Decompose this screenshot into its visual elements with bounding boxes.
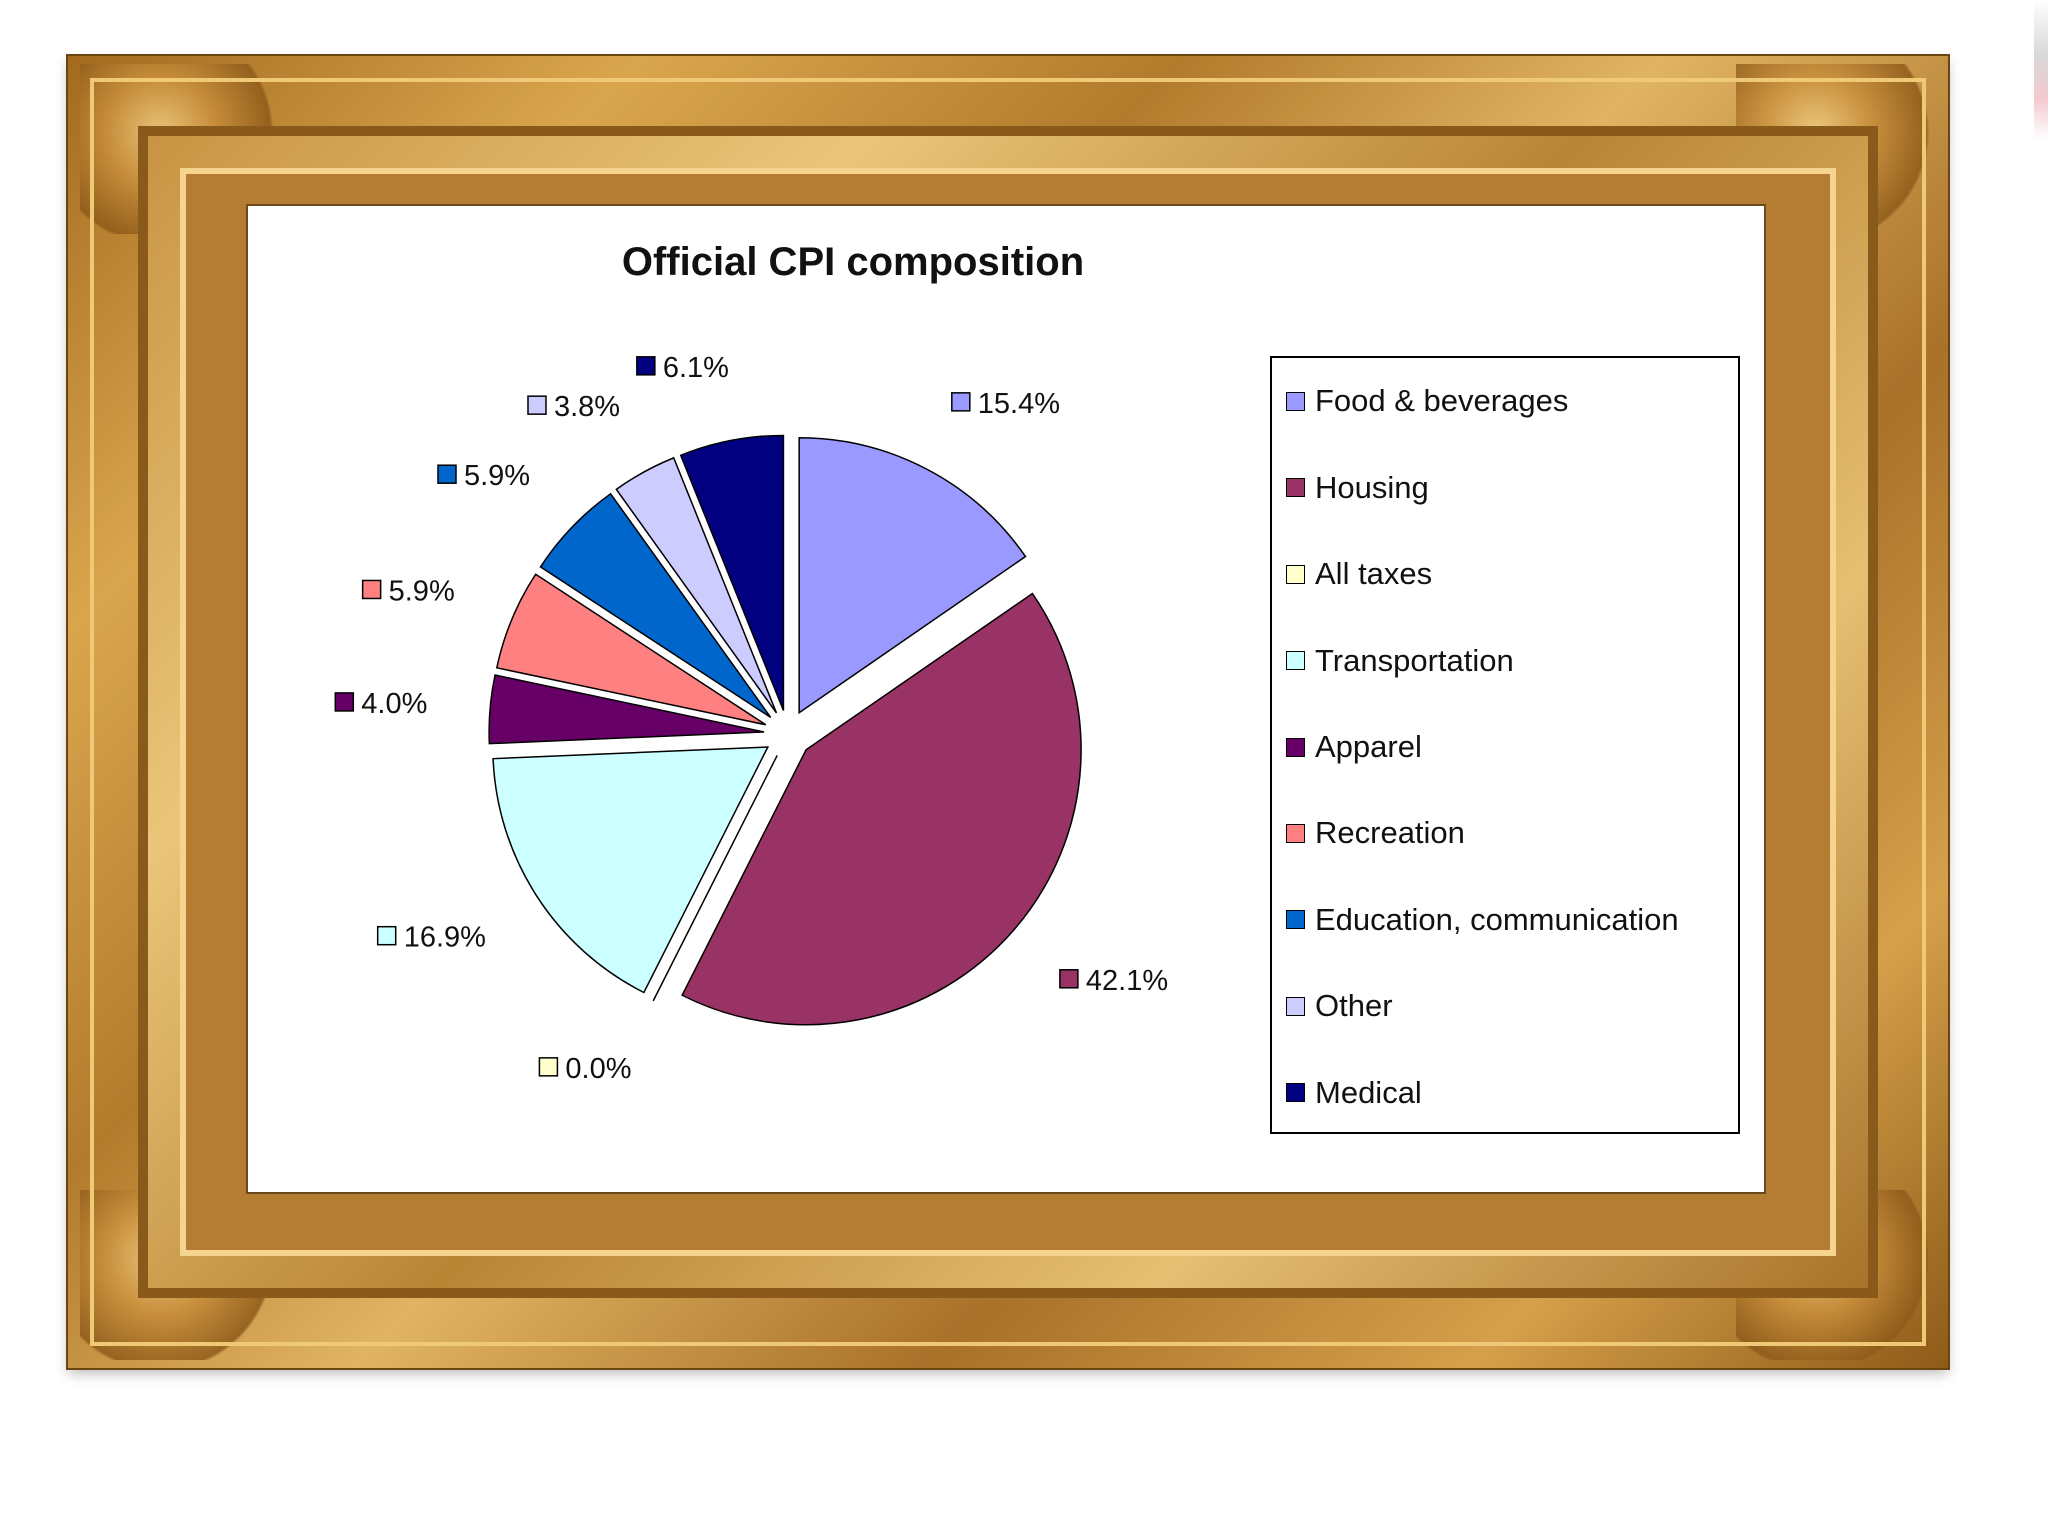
chart-canvas: Official CPI composition 15.4% 42.1% 0.0% 1… <box>246 204 1766 1194</box>
legend-swatch-other <box>1286 996 1305 1016</box>
pie-slice-shape-apparel <box>488 674 765 745</box>
data-label-text-recreation: 5.9% <box>389 575 455 607</box>
frame-outer-molding <box>90 78 1926 1346</box>
legend-swatch-housing <box>1286 478 1305 498</box>
data-label-swatch-apparel <box>334 692 355 712</box>
legend-label-housing: Housing <box>1315 469 1429 505</box>
legend-label-recreation: Recreation <box>1315 815 1465 851</box>
legend-swatch-education-communication <box>1286 910 1305 930</box>
edge-scroll-indicator <box>2034 0 2048 140</box>
legend-swatch-food-beverages <box>1286 391 1305 411</box>
data-label-text-housing: 42.1% <box>1086 965 1168 997</box>
pie-slice-shape-housing <box>681 592 1082 1026</box>
pie-slice-shape-other <box>615 456 778 714</box>
pie-slice-shape-education-communication <box>539 492 772 719</box>
pie-slice-all-taxes: 0.0% <box>538 755 778 1085</box>
chart-legend: Food & beverages Housing All taxes Transpor… <box>1270 356 1740 1134</box>
data-label-medical: 6.1% <box>636 352 729 384</box>
data-label-education-communication: 5.9% <box>437 460 530 492</box>
legend-swatch-apparel <box>1286 737 1305 757</box>
legend-item-education-communication: Education, communication <box>1286 900 1679 940</box>
data-label-food-beverages: 15.4% <box>951 388 1060 420</box>
chart-title: Official CPI composition <box>621 240 1085 284</box>
data-label-apparel: 4.0% <box>334 688 427 720</box>
legend-label-education-communication: Education, communication <box>1315 901 1679 937</box>
legend-label-food-beverages: Food & beverages <box>1315 383 1569 419</box>
legend-item-food-beverages: Food & beverages <box>1286 381 1568 421</box>
data-label-text-food-beverages: 15.4% <box>978 388 1060 420</box>
data-label-transportation: 16.9% <box>376 922 486 954</box>
pie-slice-shape-all-taxes <box>652 755 778 1002</box>
pie-slice-shape-recreation <box>495 573 767 726</box>
data-label-text-apparel: 4.0% <box>361 688 427 720</box>
data-label-text-all-taxes: 0.0% <box>565 1053 631 1085</box>
data-label-swatch-transportation <box>376 925 397 946</box>
data-label-swatch-recreation <box>361 579 382 600</box>
legend-item-medical: Medical <box>1286 1073 1422 1113</box>
legend-item-other: Other <box>1286 986 1393 1026</box>
legend-item-transportation: Transportation <box>1286 641 1514 681</box>
pie-slice-other: 3.8% <box>527 391 778 714</box>
pie-slice-shape-transportation <box>492 746 770 994</box>
data-label-text-transportation: 16.9% <box>404 922 486 954</box>
data-label-text-other: 3.8% <box>554 391 620 423</box>
pie-slice-shape-food-beverages <box>798 436 1027 715</box>
legend-label-medical: Medical <box>1315 1074 1422 1110</box>
legend-label-apparel: Apparel <box>1315 729 1422 764</box>
data-label-swatch-medical <box>636 356 656 376</box>
data-label-swatch-housing <box>1059 969 1079 989</box>
legend-swatch-medical <box>1286 1083 1305 1103</box>
data-label-text-medical: 6.1% <box>663 352 729 384</box>
legend-label-all-taxes: All taxes <box>1315 556 1433 592</box>
legend-swatch-transportation <box>1286 651 1305 671</box>
data-label-swatch-food-beverages <box>951 392 971 412</box>
data-label-text-education-communication: 5.9% <box>464 460 530 492</box>
legend-item-all-taxes: All taxes <box>1286 554 1432 594</box>
pie-slice-apparel: 4.0% <box>334 674 765 745</box>
legend-label-other: Other <box>1315 988 1393 1024</box>
data-label-swatch-all-taxes <box>538 1057 559 1077</box>
pie-slice-medical: 6.1% <box>636 352 785 711</box>
legend-item-housing: Housing <box>1286 468 1429 508</box>
pie-slice-food-beverages: 15.4% <box>798 388 1060 715</box>
pie-slice-shape-medical <box>679 434 785 711</box>
legend-swatch-all-taxes <box>1286 564 1305 584</box>
pie-slice-education-communication: 5.9% <box>437 460 772 719</box>
data-label-recreation: 5.9% <box>361 575 455 607</box>
pie-slice-recreation: 5.9% <box>361 573 767 726</box>
pie-chart: 15.4% 42.1% 0.0% 16.9% 4.0% 5.9% 5.9% 3.8% 6.1% <box>334 352 1168 1085</box>
pie-slice-housing: 42.1% <box>681 592 1168 1026</box>
legend-item-recreation: Recreation <box>1286 813 1465 853</box>
legend-item-apparel: Apparel <box>1286 727 1422 767</box>
data-label-housing: 42.1% <box>1059 965 1168 997</box>
data-label-other: 3.8% <box>527 391 620 423</box>
legend-swatch-recreation <box>1286 823 1305 843</box>
data-label-swatch-education-communication <box>437 464 457 484</box>
pie-slice-transportation: 16.9% <box>376 746 770 994</box>
legend-label-transportation: Transportation <box>1315 642 1514 678</box>
data-label-swatch-other <box>527 395 547 415</box>
data-label-all-taxes: 0.0% <box>538 1053 632 1085</box>
